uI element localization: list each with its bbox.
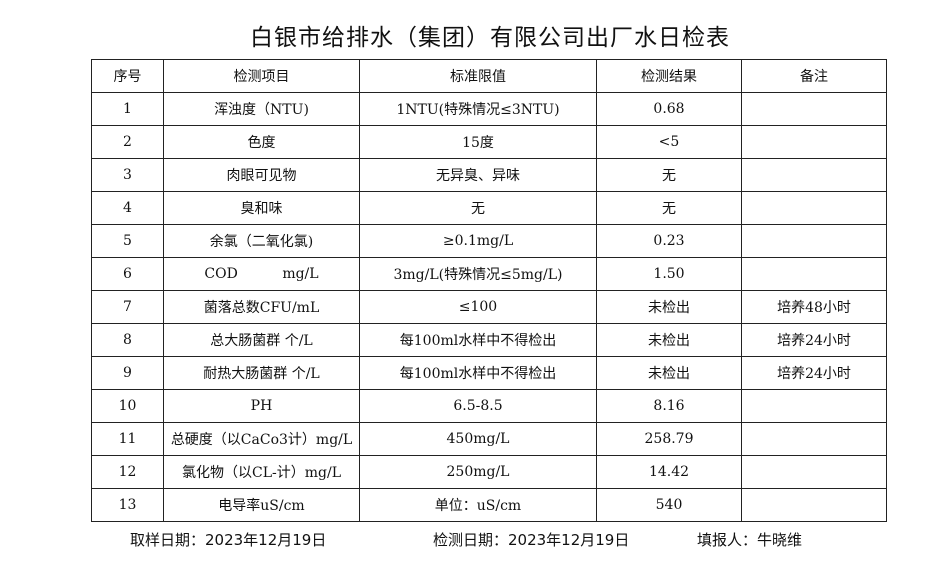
cell-note: 培养24小时 [741,356,887,390]
cell-note: 培养48小时 [741,290,887,324]
table-row: 9 耐热大肠菌群 个/L 每100ml水样中不得检出 未检出 培养24小时 [91,356,887,390]
cell-standard: 每100ml水样中不得检出 [359,356,597,390]
cell-index: 7 [91,290,164,324]
inspection-table: 序号 检测项目 标准限值 检测结果 备注 1 浑浊度（NTU) 1NTU(特殊情况≤… [91,59,887,522]
cell-index: 5 [91,224,164,258]
cell-index: 9 [91,356,164,390]
cell-standard: ≤100 [359,290,597,324]
table-row: 6 COD mg/L 3mg/L(特殊情况≤5mg/L) 1.50 [91,257,887,291]
cell-standard: ≥0.1mg/L [359,224,597,258]
cell-item: PH [163,389,360,423]
cell-item: 色度 [163,125,360,159]
column-header: 检测项目 [163,59,360,93]
cell-standard: 每100ml水样中不得检出 [359,323,597,357]
cell-index: 12 [91,455,164,489]
cell-note [741,488,887,522]
cell-item: 臭和味 [163,191,360,225]
column-header: 序号 [91,59,164,93]
cell-item: 氯化物（以CL-计）mg/L [163,455,360,489]
cell-result: 14.42 [596,455,742,489]
page-title: 白银市给排水（集团）有限公司出厂水日检表 [250,25,730,51]
cell-item: 耐热大肠菌群 个/L [163,356,360,390]
cell-standard: 无 [359,191,597,225]
table-row: 5 余氯（二氧化氯) ≥0.1mg/L 0.23 [91,224,887,258]
cell-note [741,125,887,159]
cell-item: 总硬度（以CaCo3计）mg/L [163,422,360,456]
cell-result: 540 [596,488,742,522]
cell-standard: 250mg/L [359,455,597,489]
cell-item: 菌落总数CFU/mL [163,290,360,324]
table-row: 4 臭和味无无 [91,191,887,225]
cell-item: 总大肠菌群 个/L [163,323,360,357]
sampling-date: 取样日期：2023年12月19日 [130,531,327,549]
cell-result: 0.68 [596,92,742,126]
cell-item: 浑浊度（NTU) [163,92,360,126]
cell-note [741,158,887,192]
cell-result: 0.23 [596,224,742,258]
header-row: 序号 检测项目 标准限值 检测结果 备注 [91,59,887,93]
cell-index: 8 [91,323,164,357]
cell-note [741,389,887,423]
cell-result: 未检出 [596,356,742,390]
cell-index: 4 [91,191,164,225]
cell-note: 培养24小时 [741,323,887,357]
cell-standard: 450mg/L [359,422,597,456]
table-row: 8 总大肠菌群 个/L 每100ml水样中不得检出 未检出 培养24小时 [91,323,887,357]
cell-note [741,455,887,489]
cell-note [741,422,887,456]
cell-standard: 无异臭、异味 [359,158,597,192]
table-row: 12 氯化物（以CL-计）mg/L 250mg/L 14.42 [91,455,887,489]
cell-index: 11 [91,422,164,456]
cell-note [741,92,887,126]
table-row: 1 浑浊度（NTU) 1NTU(特殊情况≤3NTU) 0.68 [91,92,887,126]
cell-item: 余氯（二氧化氯) [163,224,360,258]
cell-index: 1 [91,92,164,126]
table-row: 2 色度 15度 <5 [91,125,887,159]
column-header: 标准限值 [359,59,597,93]
cell-item: COD mg/L [163,257,360,291]
test-date: 检测日期：2023年12月19日 [433,531,630,549]
cell-standard: 3mg/L(特殊情况≤5mg/L) [359,257,597,291]
cell-note [741,224,887,258]
table-row: 10 PH 6.5-8.5 8.16 [91,389,887,423]
table-row: 13 电导率uS/cm 单位：uS/cm 540 [91,488,887,522]
cell-result: 无 [596,191,742,225]
cell-result: 258.79 [596,422,742,456]
cell-standard: 15度 [359,125,597,159]
table-row: 7 菌落总数CFU/mL ≤100 未检出 培养48小时 [91,290,887,324]
column-header: 备注 [741,59,887,93]
cell-index: 13 [91,488,164,522]
cell-note [741,191,887,225]
cell-note [741,257,887,291]
cell-result: 1.50 [596,257,742,291]
cell-result: 未检出 [596,290,742,324]
cell-result: 8.16 [596,389,742,423]
cell-index: 2 [91,125,164,159]
cell-item: 肉眼可见物 [163,158,360,192]
cell-result: 无 [596,158,742,192]
cell-index: 6 [91,257,164,291]
reporter: 填报人：牛晓维 [697,531,803,549]
cell-item: 电导率uS/cm [163,488,360,522]
cell-result: 未检出 [596,323,742,357]
table-row: 3 肉眼可见物 无异臭、异味无 [91,158,887,192]
column-header: 检测结果 [596,59,742,93]
cell-standard: 6.5-8.5 [359,389,597,423]
table-row: 11 总硬度（以CaCo3计）mg/L 450mg/L 258.79 [91,422,887,456]
cell-standard: 1NTU(特殊情况≤3NTU) [359,92,597,126]
cell-index: 3 [91,158,164,192]
cell-standard: 单位：uS/cm [359,488,597,522]
cell-result: <5 [596,125,742,159]
cell-index: 10 [91,389,164,423]
